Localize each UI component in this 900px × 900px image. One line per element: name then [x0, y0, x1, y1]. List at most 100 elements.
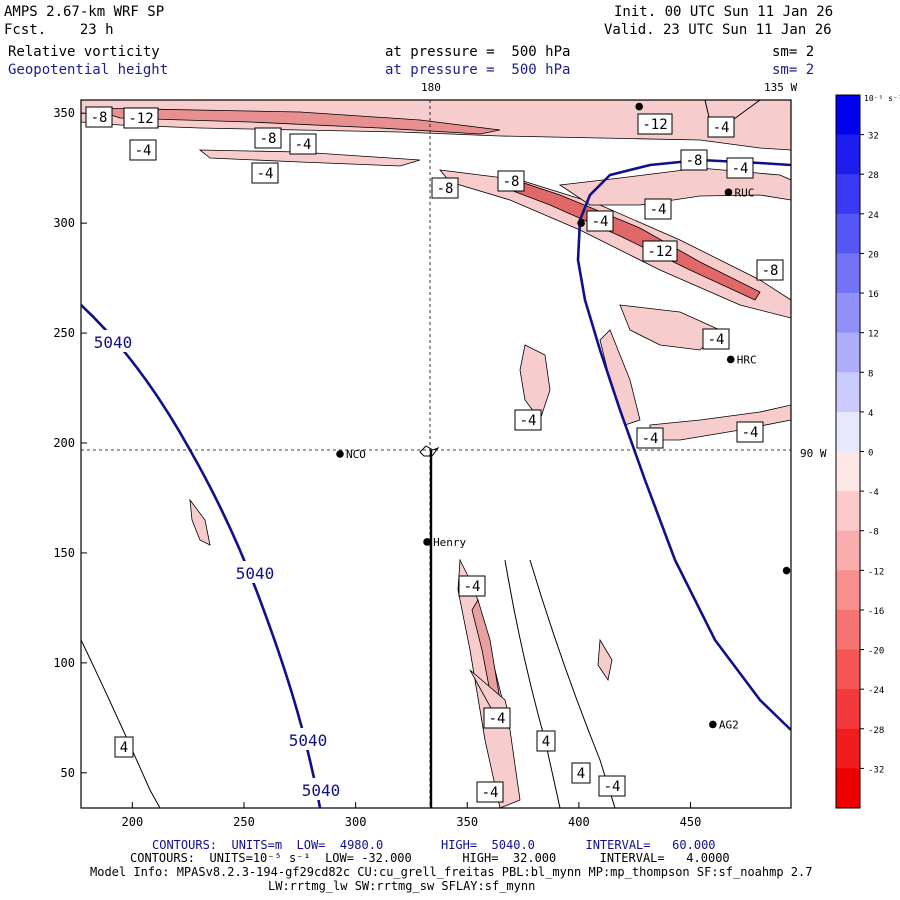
- colorbar-segment: [836, 174, 860, 215]
- height-label-bg: [89, 330, 137, 352]
- colorbar-segment: [836, 372, 860, 413]
- vorticity-label: -4: [520, 413, 537, 429]
- height-label-bg: [231, 561, 279, 583]
- station-dot: [782, 566, 791, 575]
- colorbar-segment: [836, 95, 860, 136]
- vorticity-label-box: [726, 157, 754, 179]
- field2-smoothing: sm= 2: [772, 62, 815, 78]
- colorbar-tick-label: 28: [868, 171, 879, 181]
- vorticity-label-box: [644, 198, 672, 220]
- y-tick-label: 250: [53, 326, 75, 340]
- x-tick-label: 200: [122, 815, 144, 829]
- footer-physics: LW:rrtmg_lw SW:rrtmg_sw SFLAY:sf_mynn: [268, 879, 536, 893]
- colorbar-tick-label: -28: [868, 726, 884, 736]
- colorbar-unit: 10⁻⁵ s⁻¹: [864, 94, 900, 103]
- y-tick-label: 100: [53, 656, 75, 670]
- colorbar-tick-label: -24: [868, 686, 884, 696]
- vorticity-label-box: [571, 762, 591, 784]
- y-tick-label: 50: [61, 766, 75, 780]
- vorticity-label: -4: [464, 579, 481, 595]
- x-tick-label: 350: [456, 815, 478, 829]
- vorticity-label-box: [123, 107, 159, 129]
- station-label: RUC: [734, 186, 754, 199]
- colorbar-segment: [836, 570, 860, 611]
- colorbar-segment: [836, 293, 860, 334]
- station-label: Henry: [433, 536, 466, 549]
- station-label: HRC: [737, 353, 757, 366]
- lon-label-180: 180: [421, 81, 441, 94]
- vorticity-label: -4: [604, 779, 621, 795]
- colorbar-segment: [836, 491, 860, 532]
- vorticity-label: -12: [647, 244, 672, 260]
- contour-labels: -8 -12 -8 -4 -4 -4 -8 -8 -12 -4 -8 -4 -4 -4 -12 -8 -4 -4 -…: [85, 106, 784, 803]
- vorticity-label: -8: [91, 110, 108, 126]
- vorticity-label-box: [642, 240, 678, 262]
- station-dot: [709, 720, 717, 729]
- colorbar-tick-label: 0: [868, 449, 873, 459]
- colorbar-tick-label: 16: [868, 290, 879, 300]
- colorbar-segment: [836, 689, 860, 730]
- init-time: Init. 00 UTC Sun 11 Jan 26: [614, 4, 834, 20]
- station-dot: [577, 219, 585, 227]
- lon-label-90w: 90 W: [800, 447, 827, 460]
- station-dot: [336, 450, 344, 458]
- vorticity-label-box: [114, 736, 134, 758]
- x-tick-label: 300: [345, 815, 367, 829]
- vorticity-label: -4: [482, 785, 499, 801]
- vorticity-label-box: [483, 707, 511, 729]
- lon-label-135w: 135 W: [764, 81, 798, 94]
- station-label: AG2: [719, 718, 739, 731]
- colorbar-tick-label: 20: [868, 250, 879, 260]
- valid-time: Valid. 23 UTC Sun 11 Jan 26: [604, 22, 832, 38]
- vorticity-label: -4: [592, 214, 609, 230]
- vorticity-label-box: [514, 409, 542, 431]
- vorticity-label: -8: [503, 174, 520, 190]
- station-dot: [635, 102, 643, 111]
- positive-vorticity-contours: [81, 559, 616, 808]
- vorticity-label-box: [598, 775, 626, 797]
- station-dot: [726, 355, 735, 364]
- vorticity-label: -4: [742, 425, 759, 441]
- field1-smoothing: sm= 2: [772, 44, 815, 60]
- colorbar-segment: [836, 649, 860, 690]
- y-tick-label: 150: [53, 546, 75, 560]
- vorticity-label-box: [85, 106, 113, 128]
- colorbar-segment: [836, 451, 860, 492]
- vorticity-shading: [81, 100, 791, 808]
- footer-height-contours: CONTOURS: UNITS=m LOW= 4980.0 HIGH= 5040…: [152, 838, 716, 852]
- colorbar-segment: [836, 609, 860, 651]
- vorticity-label: -4: [489, 711, 506, 727]
- vorticity-label-box: [586, 210, 614, 232]
- y-tick-label: 350: [53, 106, 75, 120]
- colorbar-tick-label: -8: [868, 528, 879, 538]
- vorticity-label: -4: [257, 166, 274, 182]
- colorbar-tick-label: -20: [868, 647, 884, 657]
- vorticity-label-box: [431, 177, 459, 199]
- vorticity-label-box: [476, 781, 504, 803]
- colorbar-tick-label: 4: [868, 409, 873, 419]
- colorbar: 32 28 24 20 16 12 8 4 0 -4 -8 -12 -16 -20 -24 -28 -32 10⁻…: [835, 94, 900, 809]
- vorticity-label: -4: [713, 120, 730, 136]
- footer-model-info: Model Info: MPASv8.2.3-194-gf29cd82c CU:…: [90, 865, 813, 879]
- vorticity-label-box: [536, 730, 556, 752]
- vorticity-label-box: [702, 328, 730, 350]
- x-tick-label: 250: [233, 815, 255, 829]
- colorbar-tick-label: -12: [868, 567, 884, 577]
- vorticity-label-box: [680, 149, 708, 171]
- footer-vorticity-contours: CONTOURS: UNITS=10⁻⁵ s⁻¹ LOW= -32.000 HI…: [130, 851, 730, 865]
- plot-frame: [80, 99, 792, 809]
- vorticity-label: -12: [128, 111, 153, 127]
- height-contour-label: 5040: [289, 731, 328, 750]
- station-label: NCO: [346, 448, 366, 461]
- vorticity-label: 4: [120, 740, 128, 756]
- colorbar-segment: [836, 768, 860, 809]
- colorbar-segment: [836, 134, 860, 175]
- colorbar-segment: [836, 411, 860, 452]
- colorbar-segment: [836, 728, 860, 769]
- colorbar-segment: [836, 213, 860, 254]
- vorticity-label: -8: [260, 131, 277, 147]
- vorticity-label: 4: [542, 734, 550, 750]
- vorticity-label: -4: [295, 137, 312, 153]
- vorticity-label-box: [289, 133, 317, 155]
